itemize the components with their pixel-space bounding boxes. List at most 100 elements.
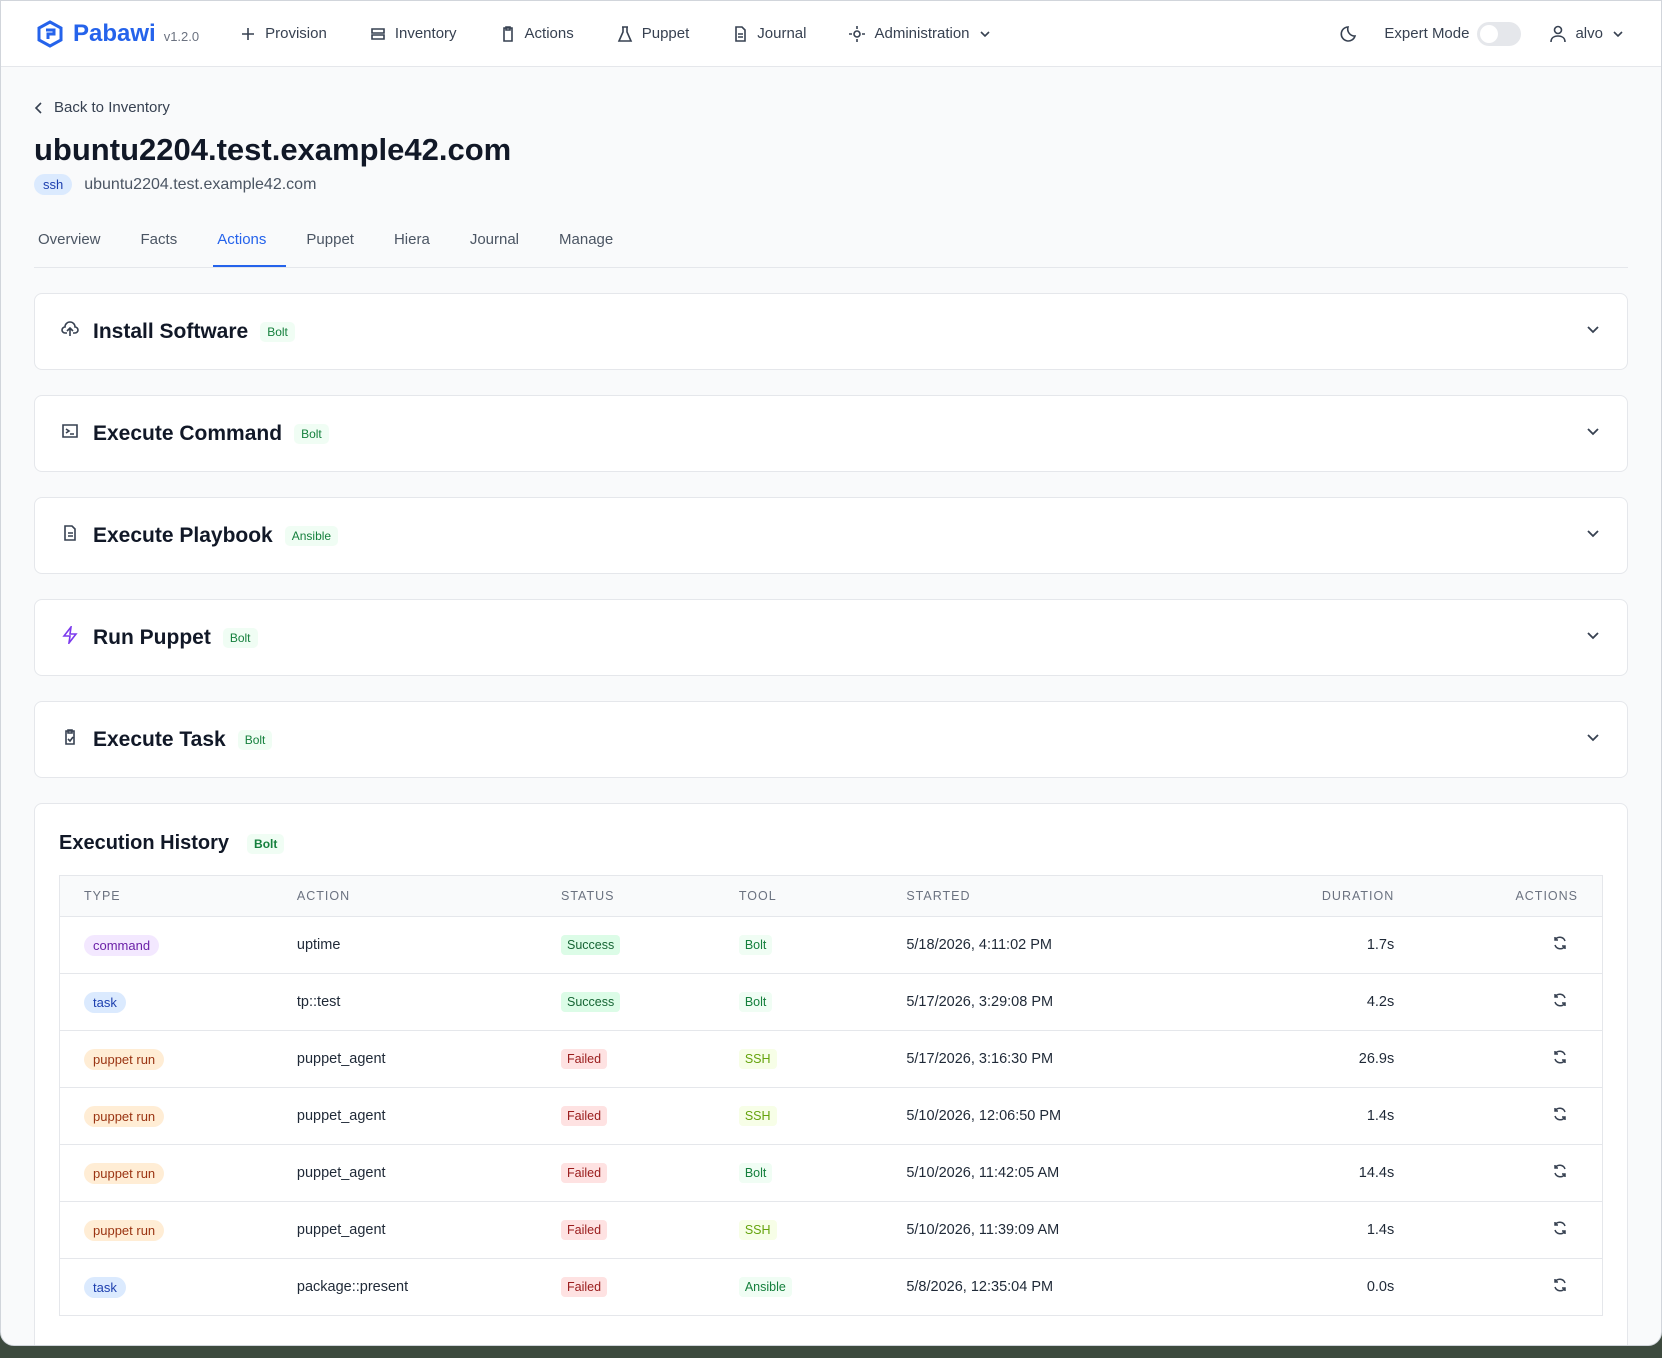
cell: Success [536,916,715,974]
tab[interactable]: Hiera [393,231,430,248]
rerun-icon [1554,1164,1566,1178]
tab[interactable]: Manage [559,231,614,248]
column-header: ACTIONS [1418,875,1603,917]
execution-history: Execution History Bolt TYPE ACTION STATUS TO… [34,803,1628,1345]
column-header: STARTED [882,875,1219,917]
nav-item[interactable]: Actions [499,25,574,43]
tool-badge: SSH [738,1106,777,1126]
chevron [1587,734,1599,742]
tab[interactable]: Puppet [306,231,354,248]
status-badge: Success [560,992,621,1012]
cell: Failed [536,1144,715,1202]
cell: Bolt [714,973,883,1031]
nav-item[interactable]: Journal [731,25,806,43]
status-badge: Failed [560,1277,608,1297]
icon [65,729,75,745]
type-badge: puppet run [84,1162,165,1184]
started-cell: 5/10/2026, 11:39:09 AM [882,1201,1219,1259]
rerun-button[interactable] [1552,993,1578,1012]
actions-cell [1418,973,1603,1031]
rerun-button[interactable] [1552,1107,1578,1126]
nav-label: Journal [757,25,807,42]
cell: task [59,973,273,1031]
history-row: puppet run puppet_agent Failed SSH 5/17/2026… [59,1030,1603,1088]
rerun-button[interactable] [1552,1278,1578,1297]
cell: Success [536,973,715,1031]
history-row: puppet run puppet_agent Failed SSH 5/10/2026… [59,1201,1603,1259]
actions-cell [1418,1258,1603,1316]
tool-badge: Bolt [260,321,295,342]
tab[interactable]: Overview [38,231,101,248]
action-card[interactable]: Run Puppet Bolt [34,599,1628,676]
icon [64,525,76,541]
status-badge: Failed [560,1106,608,1126]
card-title: Install Software [93,319,249,343]
user-icon [1550,25,1567,42]
rerun-button[interactable] [1552,1164,1578,1183]
history-title: Execution History [59,832,230,854]
column-header: TYPE [59,875,273,917]
back-text: Back to Inventory [54,99,170,116]
top-nav: Pabawi v1.2.0 Provision Inventory Actions P… [1,1,1661,67]
actions-cell [1418,1030,1603,1088]
expand-chevron [1585,423,1601,444]
rerun-button[interactable] [1552,1050,1578,1069]
started-cell: 5/17/2026, 3:29:08 PM [882,973,1219,1031]
type-badge: task [84,991,126,1013]
rerun-button[interactable] [1552,1221,1578,1240]
actions-cell [1418,1087,1603,1145]
card-title: Run Puppet [93,625,211,649]
actions-cell [1418,916,1603,974]
nav-label: Inventory [394,25,457,42]
tabs: Overview Facts Actions Puppet Hiera Journal Ma… [34,231,1628,268]
theme-toggle[interactable] [1340,24,1360,44]
tool-badge: Bolt [237,729,273,750]
tool-badge: SSH [738,1220,777,1240]
cell: puppet run [59,1030,273,1088]
card-title: Execute Task [93,727,226,751]
card-title: Execute Command [93,421,283,445]
type-badge: puppet run [84,1048,165,1070]
cell: puppet run [59,1087,273,1145]
cell: Ansible [714,1258,883,1316]
user-menu[interactable]: alvo [1549,25,1625,43]
nav-item[interactable]: Inventory [369,25,457,43]
rerun-icon [1554,1050,1566,1064]
action-card[interactable]: Install Software Bolt [34,293,1628,370]
duration-cell: 1.4s [1218,1201,1419,1259]
action-cell: puppet_agent [272,1030,537,1088]
back-link[interactable]: Back to Inventory [34,99,1628,116]
tab[interactable]: Journal [469,231,520,248]
cell: Failed [536,1258,715,1316]
action-sections: Install Software Bolt Execute Command Bolt E… [34,293,1628,778]
cell: SSH [714,1030,883,1088]
started-cell: 5/10/2026, 12:06:50 PM [882,1087,1219,1145]
duration-cell: 4.2s [1218,973,1419,1031]
tab[interactable]: Facts [140,231,178,248]
action-card[interactable]: Execute Task Bolt [34,701,1628,778]
history-row: task tp::test Success Bolt 5/17/2026, 3:29:0… [59,973,1603,1031]
history-header: Execution History Bolt [59,832,1603,855]
rerun-icon [1554,1107,1566,1121]
actions-cell [1418,1144,1603,1202]
card-title: Execute Playbook [93,523,273,547]
cell: Failed [536,1087,715,1145]
action-card[interactable]: Execute Playbook Ansible [34,497,1628,574]
tool-badge: Bolt [222,627,258,648]
subtitle: ssh ubuntu2204.test.example42.com [34,174,1628,195]
header-row: TYPE ACTION STATUS TOOL STARTED DURATION ACTIO… [59,875,1603,917]
status-badge: Success [560,935,621,955]
nav-item[interactable]: Administration [848,25,991,43]
history-row: puppet run puppet_agent Failed SSH 5/10/2026… [59,1087,1603,1145]
back-icon [34,101,42,114]
tab[interactable]: Actions [213,231,287,267]
nav-item[interactable]: Puppet [616,25,689,43]
expert-mode-toggle[interactable] [1477,21,1522,46]
rerun-button[interactable] [1552,936,1578,955]
brand[interactable]: Pabawi [73,19,156,47]
action-card[interactable]: Execute Command Bolt [34,395,1628,472]
nav-item[interactable]: Provision [239,25,327,43]
icon [61,321,79,336]
